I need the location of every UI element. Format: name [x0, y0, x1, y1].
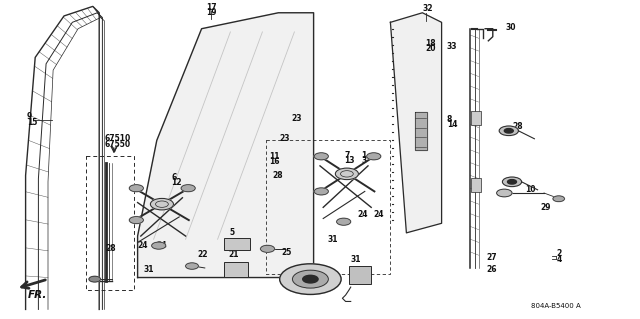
Text: 67510: 67510: [104, 134, 131, 143]
Text: 2: 2: [557, 249, 562, 258]
Text: FR.: FR.: [28, 290, 47, 300]
Circle shape: [504, 129, 513, 133]
Circle shape: [303, 275, 318, 283]
Text: 24: 24: [373, 210, 383, 219]
Text: 17: 17: [206, 3, 217, 11]
Text: 24: 24: [138, 241, 148, 250]
Polygon shape: [390, 13, 442, 233]
Bar: [86, 156, 134, 290]
Text: 7: 7: [344, 151, 349, 160]
Circle shape: [314, 188, 328, 195]
Text: 24: 24: [357, 210, 367, 219]
Text: 24: 24: [157, 241, 167, 250]
Polygon shape: [415, 112, 427, 150]
Circle shape: [129, 217, 143, 224]
Text: 6: 6: [172, 173, 177, 182]
Circle shape: [150, 198, 173, 210]
Text: 31: 31: [328, 235, 338, 244]
Text: 12: 12: [172, 178, 182, 187]
Circle shape: [181, 185, 195, 192]
Circle shape: [280, 264, 341, 294]
Bar: [266, 140, 390, 274]
Circle shape: [292, 270, 328, 288]
Text: 804A-B5400 A: 804A-B5400 A: [531, 303, 581, 309]
Text: 29: 29: [541, 204, 551, 212]
Text: 13: 13: [344, 156, 355, 165]
Text: 10: 10: [525, 185, 535, 194]
Polygon shape: [138, 13, 314, 278]
Circle shape: [367, 153, 381, 160]
Text: 20: 20: [426, 44, 436, 53]
Circle shape: [497, 189, 512, 197]
Text: 1: 1: [362, 151, 367, 160]
Circle shape: [502, 177, 522, 187]
Text: 15: 15: [27, 118, 37, 127]
Circle shape: [337, 218, 351, 225]
Circle shape: [186, 263, 198, 269]
Text: 19: 19: [206, 8, 216, 17]
Bar: [224, 262, 248, 277]
Bar: [349, 266, 371, 284]
Bar: [471, 178, 481, 192]
Text: 23: 23: [292, 114, 302, 122]
Text: 4: 4: [557, 255, 562, 263]
Text: 11: 11: [269, 152, 279, 161]
Circle shape: [152, 242, 166, 249]
Text: 31: 31: [351, 256, 361, 264]
Text: 23: 23: [280, 134, 290, 143]
Text: 21: 21: [228, 250, 239, 259]
Text: 28: 28: [512, 122, 523, 130]
Text: 22: 22: [197, 250, 207, 259]
Text: 32: 32: [422, 4, 433, 13]
Text: 33: 33: [446, 42, 456, 51]
Circle shape: [314, 153, 328, 160]
Circle shape: [260, 245, 275, 252]
Text: 28: 28: [106, 244, 116, 253]
Text: 16: 16: [269, 157, 279, 166]
Text: 8: 8: [447, 115, 452, 124]
Circle shape: [499, 126, 518, 136]
Circle shape: [508, 180, 516, 184]
Circle shape: [89, 276, 100, 282]
Text: 5: 5: [230, 228, 235, 237]
Circle shape: [335, 168, 358, 180]
Text: 14: 14: [447, 120, 457, 129]
Text: 31: 31: [144, 265, 154, 274]
Text: 28: 28: [273, 171, 284, 180]
Text: 26: 26: [486, 265, 497, 274]
Bar: [224, 238, 250, 250]
Text: 30: 30: [506, 23, 516, 32]
Circle shape: [553, 196, 564, 202]
Bar: [471, 111, 481, 125]
Text: 25: 25: [282, 248, 292, 256]
Text: 67550: 67550: [104, 140, 131, 149]
Circle shape: [129, 185, 143, 192]
Text: 27: 27: [486, 253, 497, 262]
Text: 9: 9: [27, 112, 32, 121]
Text: 3: 3: [362, 156, 367, 165]
Text: 18: 18: [426, 39, 436, 48]
